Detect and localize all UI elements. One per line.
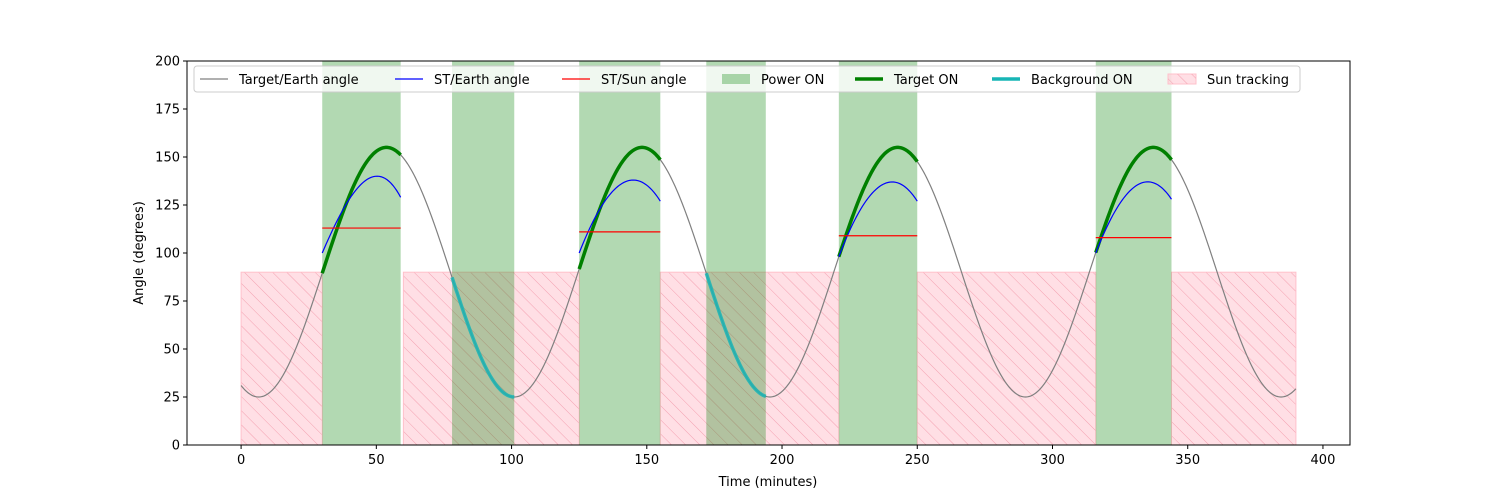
sun-tracking-hatch [659,271,840,445]
target-on-segment [837,145,919,258]
legend-frame [193,65,1301,93]
target-on-segment [577,145,662,270]
background-on-segment [704,272,767,399]
y-tick-label: 0 [172,439,180,454]
legend-label: Target ON [893,73,958,88]
sun-tracking-hatch [916,271,1097,445]
x-tick-label: 0 [237,453,245,468]
legend: Target/Earth angle ST/Earth angle ST/Sun a… [193,65,1301,93]
target-on-segment [320,145,402,274]
y-tick-label: 175 [155,103,180,118]
sun-tracking-hatch [402,271,580,445]
x-tick-label: 200 [770,453,795,468]
legend-label: Sun tracking [1207,73,1289,88]
x-tick-label: 300 [1040,453,1065,468]
legend-swatch-hatch [1168,74,1196,84]
legend-label: Power ON [761,73,824,88]
x-tick-label: 250 [905,453,930,468]
legend-label: Background ON [1031,73,1133,88]
x-tick-label: 400 [1311,453,1336,468]
legend-swatch-power_on [722,74,750,84]
target-on-segment [1094,145,1173,254]
power-on-span [706,61,766,445]
x-tick-label: 350 [1175,453,1200,468]
sun-tracking-hatch [240,271,323,445]
power-on-span [452,61,515,445]
st-earth-angle-line [1095,181,1172,254]
y-tick-label: 75 [163,295,180,310]
y-tick-label: 50 [163,343,180,358]
y-tick-label: 125 [155,199,180,214]
st-earth-angle-line [578,179,661,254]
background-on-segment [450,276,515,399]
power-on-span [322,61,401,445]
sun-tracking-hatch [1170,271,1297,445]
legend-label: ST/Earth angle [434,73,530,88]
power-on-span [579,61,661,445]
legend-label: ST/Sun angle [601,73,687,88]
x-tick-label: 150 [634,453,659,468]
y-axis-title: Angle (degrees) [132,201,147,305]
st-earth-angle-line [838,181,918,258]
st-earth-angle-line [321,175,402,254]
y-tick-label: 150 [155,151,180,166]
x-tick-label: 100 [499,453,524,468]
power-on-span [1095,61,1172,445]
y-tick-label: 200 [155,55,180,70]
x-axis-title: Time (minutes) [718,475,818,490]
y-tick-label: 25 [163,391,180,406]
x-tick-label: 50 [368,453,385,468]
legend-label: Target/Earth angle [238,73,359,88]
y-tick-label: 100 [155,247,180,262]
power-on-span [838,61,918,445]
